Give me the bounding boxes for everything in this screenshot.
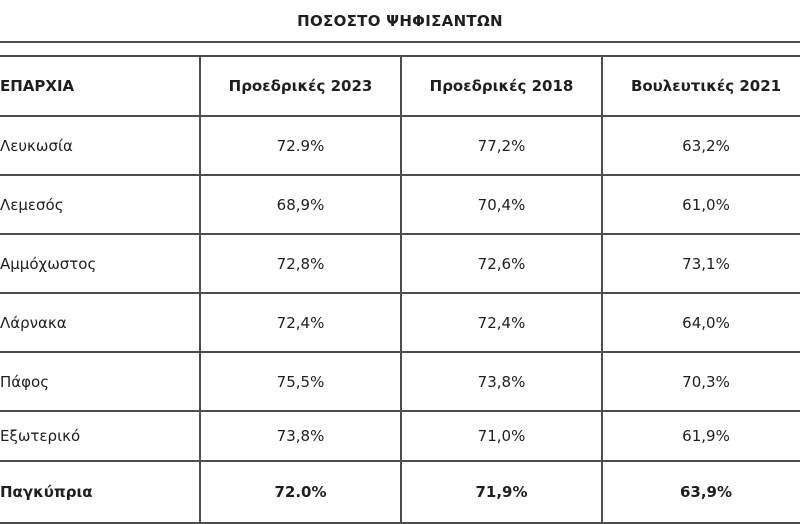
value-cell: 72,6% [400,233,603,294]
column-header-presidential-2018: Προεδρικές 2018 [400,55,603,117]
value-cell: 72.9% [199,115,402,176]
column-header-presidential-2023: Προεδρικές 2023 [199,55,402,117]
value-cell: 61,0% [601,174,800,235]
province-cell: Λεμεσός [0,174,201,235]
province-cell: Εξωτερικό [0,410,201,462]
value-cell: 75,5% [199,351,402,412]
results-table: ΕΠΑΡΧΙΑ Προεδρικές 2023 Προεδρικές 2018 … [0,55,800,524]
table-row: Εξωτερικό 73,8% 71,0% 61,9% [0,410,800,462]
value-cell: 63,2% [601,115,800,176]
value-cell: 70,3% [601,351,800,412]
page-title: ΠΟΣΟΣΤΟ ΨΗΦΙΣΑΝΤΩΝ [0,0,800,43]
value-cell: 73,8% [199,410,402,462]
value-cell: 68,9% [199,174,402,235]
value-cell: 64,0% [601,292,800,353]
value-cell: 72.0% [199,460,402,524]
table-row: Λάρνακα 72,4% 72,4% 64,0% [0,292,800,353]
value-cell: 70,4% [400,174,603,235]
column-header-parliamentary-2021: Βουλευτικές 2021 [601,55,800,117]
value-cell: 72,8% [199,233,402,294]
province-cell: Λευκωσία [0,115,201,176]
value-cell: 72,4% [400,292,603,353]
value-cell: 72,4% [199,292,402,353]
province-cell: Παγκύπρια [0,460,201,524]
value-cell: 71,0% [400,410,603,462]
province-cell: Πάφος [0,351,201,412]
value-cell: 61,9% [601,410,800,462]
header-row: ΕΠΑΡΧΙΑ Προεδρικές 2023 Προεδρικές 2018 … [0,55,800,117]
table-row: Λεμεσός 68,9% 70,4% 61,0% [0,174,800,235]
province-cell: Αμμόχωστος [0,233,201,294]
column-header-province: ΕΠΑΡΧΙΑ [0,55,201,117]
value-cell: 73,8% [400,351,603,412]
table-row: Αμμόχωστος 72,8% 72,6% 73,1% [0,233,800,294]
table-row: Λευκωσία 72.9% 77,2% 63,2% [0,115,800,176]
value-cell: 73,1% [601,233,800,294]
province-cell: Λάρνακα [0,292,201,353]
table-row: Πάφος 75,5% 73,8% 70,3% [0,351,800,412]
value-cell: 77,2% [400,115,603,176]
